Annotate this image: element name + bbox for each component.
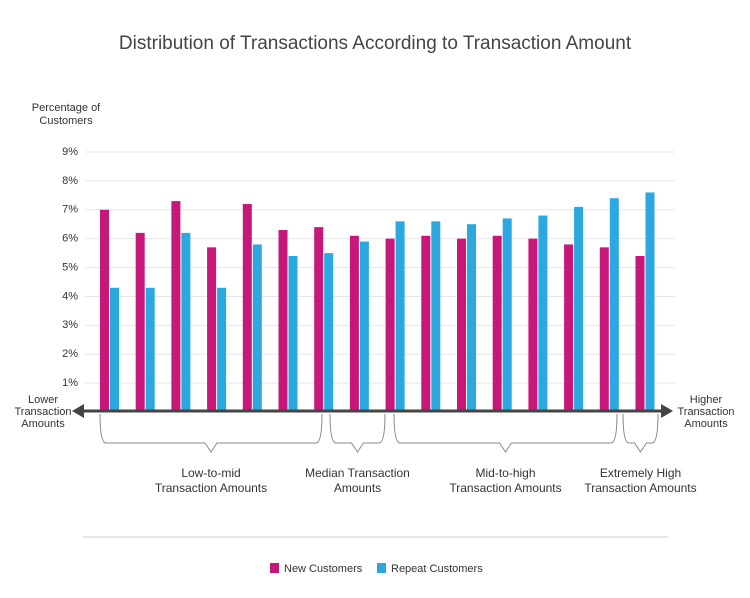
y-axis-label: Customers (39, 115, 93, 127)
y-tick-label: 1% (62, 377, 78, 389)
bar (207, 247, 217, 412)
bar (252, 244, 262, 412)
bracket-label: Median Transaction (305, 466, 410, 480)
bar (278, 230, 288, 412)
bar (242, 204, 252, 412)
x-axis-right-label: Higher (690, 394, 723, 406)
y-tick-label: 3% (62, 319, 78, 331)
x-axis-right-label: Amounts (684, 418, 728, 430)
bar (574, 206, 584, 412)
y-tick-label: 7% (62, 204, 78, 216)
bar (110, 287, 119, 412)
x-axis-right-label: Transaction (677, 406, 734, 418)
bracket (329, 413, 386, 453)
bracket-label: Transaction Amounts (584, 481, 696, 495)
bar (181, 232, 191, 412)
bracket (622, 413, 659, 453)
bracket (99, 413, 323, 453)
bar (100, 209, 109, 412)
bar (538, 215, 548, 412)
bar (359, 241, 369, 412)
bar (599, 247, 609, 412)
y-tick-label: 2% (62, 348, 78, 360)
y-tick-label: 4% (62, 290, 78, 302)
bracket-label: Low-to-mid (181, 466, 240, 480)
bracket-label: Transaction Amounts (155, 481, 267, 495)
y-tick-label: 6% (62, 233, 78, 245)
y-tick-label: 5% (62, 261, 78, 273)
bar (395, 221, 405, 412)
bar (492, 235, 502, 412)
bar (288, 256, 298, 412)
bracket-label: Mid-to-high (475, 466, 535, 480)
bar (324, 253, 334, 412)
bar (609, 198, 619, 412)
x-axis-left-label: Amounts (21, 418, 65, 430)
bar (421, 235, 431, 412)
x-axis-left-label: Lower (28, 394, 58, 406)
bar (645, 192, 655, 412)
arrow-left (72, 404, 84, 418)
y-tick-label: 8% (62, 175, 78, 187)
chart-title: Distribution of Transactions According t… (119, 33, 632, 54)
bar (467, 224, 476, 412)
bar (502, 218, 512, 412)
bracket-label: Extremely High (600, 466, 681, 480)
bar (135, 232, 145, 412)
bracket (393, 413, 618, 453)
bar (314, 227, 324, 412)
bar (385, 238, 395, 412)
bar (217, 287, 227, 412)
arrow-right (661, 404, 673, 418)
bar (564, 244, 574, 412)
legend-label: Repeat Customers (391, 563, 483, 575)
legend-label: New Customers (284, 563, 363, 575)
bar (635, 256, 645, 412)
bar (145, 287, 155, 412)
y-axis-label: Percentage of (32, 102, 101, 114)
bar (457, 238, 466, 412)
bar (431, 221, 441, 412)
bar (528, 238, 538, 412)
bar (349, 235, 359, 412)
bracket-label: Amounts (334, 481, 381, 495)
bracket-label: Transaction Amounts (449, 481, 561, 495)
bar (171, 201, 181, 412)
legend-swatch (377, 563, 386, 573)
x-axis-left-label: Transaction (14, 406, 71, 418)
legend-swatch (270, 563, 279, 573)
y-tick-label: 9% (62, 146, 78, 158)
